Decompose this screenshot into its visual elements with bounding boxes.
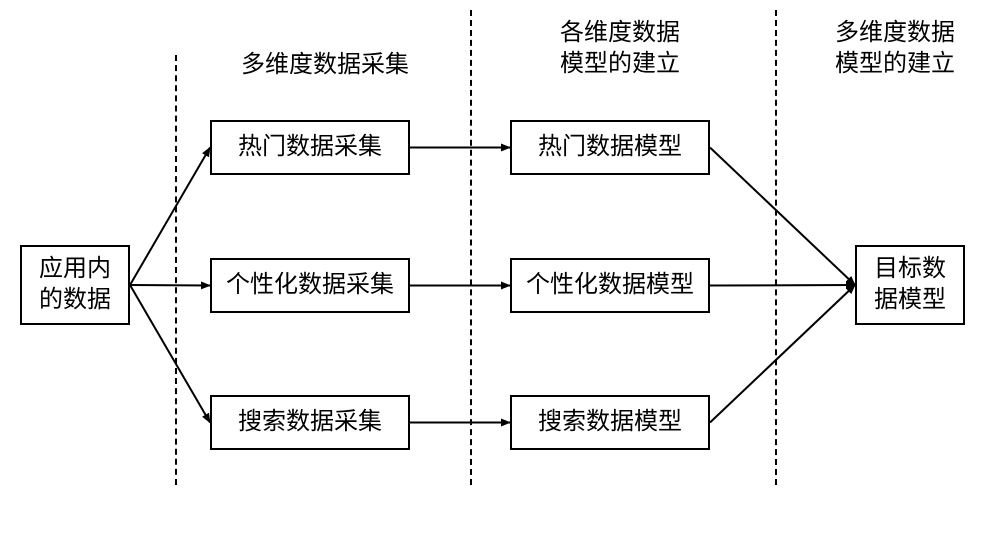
source-data-node: 应用内的数据 <box>20 245 130 325</box>
model-search-node: 搜索数据模型 <box>510 395 710 450</box>
arrows-layer <box>0 0 1000 548</box>
column-header-2: 多维度数据采集 <box>225 50 425 81</box>
divider-1 <box>175 55 177 485</box>
divider-3 <box>775 10 777 485</box>
column-header-3: 各维度数据模型的建立 <box>530 18 710 80</box>
divider-2 <box>470 10 472 485</box>
model-hot-node: 热门数据模型 <box>510 120 710 175</box>
collect-personal-node: 个性化数据采集 <box>210 258 410 313</box>
column-header-4: 多维度数据模型的建立 <box>805 18 985 80</box>
diagram-canvas: 多维度数据采集 各维度数据模型的建立 多维度数据模型的建立 应用内的数据 热门数… <box>0 0 1000 548</box>
collect-hot-node: 热门数据采集 <box>210 120 410 175</box>
target-model-node: 目标数据模型 <box>855 245 965 325</box>
collect-search-node: 搜索数据采集 <box>210 395 410 450</box>
model-personal-node: 个性化数据模型 <box>510 258 710 313</box>
